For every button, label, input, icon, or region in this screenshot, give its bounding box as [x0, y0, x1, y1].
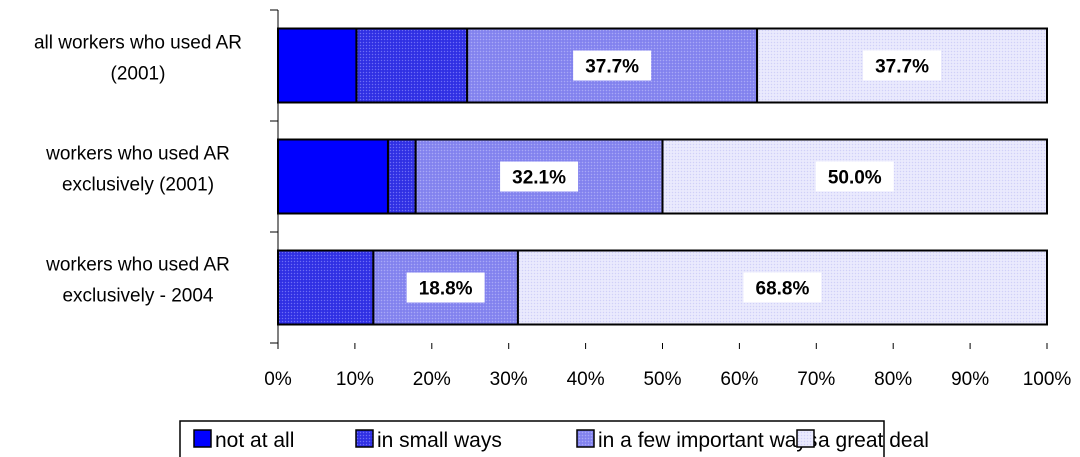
data-label: 32.1%: [512, 168, 566, 189]
x-tick-label: 90%: [951, 369, 989, 390]
legend-swatch: [193, 429, 212, 448]
legend-label: in small ways: [377, 429, 502, 452]
data-label-background: [815, 161, 894, 192]
data-label: 18.8%: [419, 279, 473, 300]
x-tick-label: 20%: [413, 369, 451, 390]
legend-label: not at all: [215, 429, 294, 452]
data-label-background: [573, 50, 652, 81]
data-label: 37.7%: [875, 57, 929, 78]
legend-label: in a few important ways: [598, 429, 817, 452]
legend-label: a great deal: [818, 429, 929, 452]
category-label: workers who used AR exclusively (2001): [45, 144, 230, 196]
legend: not at all in small ways in a few importan…: [179, 420, 929, 457]
legend-swatch: [796, 429, 815, 448]
bar-segment-a-great-deal: [756, 27, 1048, 104]
x-tick-label: 40%: [567, 369, 605, 390]
legend-box: [179, 420, 885, 457]
legend-swatch: [355, 429, 374, 448]
x-tick-label: 80%: [874, 369, 912, 390]
data-label: 50.0%: [828, 168, 882, 189]
axes: 0% 10% 20% 30% 40% 50% 60% 70% 80% 90% 100%: [264, 9, 1072, 390]
data-label-background: [863, 50, 942, 81]
data-label-background: [743, 272, 822, 303]
category-label: workers who used AR exclusively - 2004: [45, 255, 230, 307]
data-label-background: [500, 161, 579, 192]
bar-segment-in-small-ways: [355, 27, 469, 104]
data-label: 37.7%: [585, 57, 639, 78]
x-tick-label: 30%: [490, 369, 528, 390]
bar-segment-not-at-all: [277, 27, 358, 104]
bar-segment-in-small-ways: [277, 249, 375, 326]
legend-swatch: [576, 429, 595, 448]
category-label: all workers who used AR (2001): [34, 33, 242, 85]
x-tick-label: 0%: [264, 369, 292, 390]
x-tick-label: 60%: [720, 369, 758, 390]
x-tick-label: 10%: [336, 369, 374, 390]
x-tick-label: 70%: [797, 369, 835, 390]
labels: all workers who used AR (2001) workers who…: [34, 33, 942, 307]
data-label: 68.8%: [756, 279, 810, 300]
x-tick-label: 50%: [643, 369, 681, 390]
data-label-background: [406, 272, 485, 303]
bar-segment-in-small-ways: [386, 138, 417, 215]
x-tick-label: 100%: [1023, 369, 1072, 390]
bar-segment-not-at-all: [277, 138, 389, 215]
